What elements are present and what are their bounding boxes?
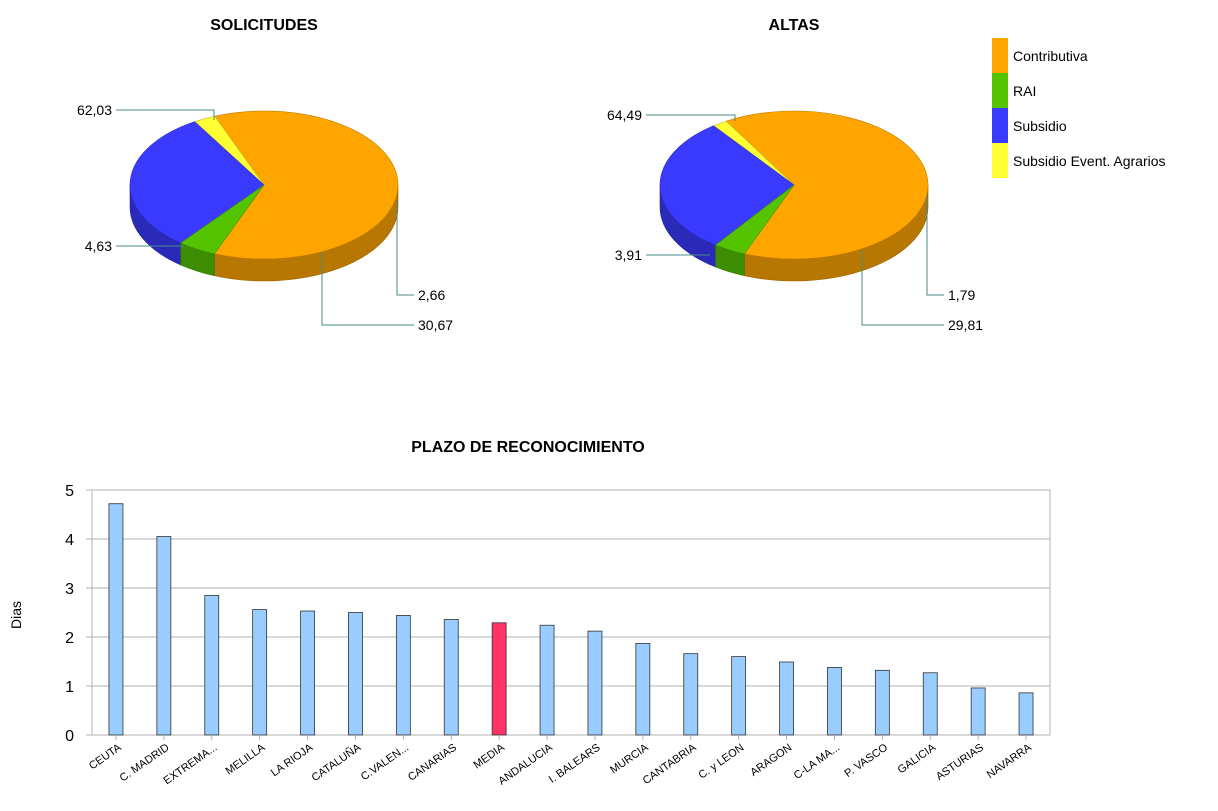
bar-catalu-a — [348, 612, 363, 736]
legend-swatch-subsidio — [992, 108, 1008, 143]
x-tick-label: C. y LEON — [696, 742, 746, 782]
pie-slice-contributiva — [213, 110, 399, 260]
x-tick-label: CATALUÑA — [309, 740, 364, 784]
bar-c-la-ma- — [827, 666, 842, 736]
leader-line — [861, 250, 944, 326]
pie-slice-rai — [180, 184, 265, 255]
pie-value-label: 62,03 — [77, 102, 112, 118]
bar-c-madrid — [156, 536, 172, 736]
x-tick-label: LA RIOJA — [269, 741, 316, 779]
x-tick-label: C-LA MA... — [792, 742, 842, 782]
bar-title: PLAZO DE RECONOCIMIENTO — [411, 439, 645, 456]
pie-slice-subsidio — [129, 121, 265, 244]
pie-value-label: 30,67 — [418, 317, 453, 333]
legend: Contributiva RAI Subsidio Subsidio Event. A… — [992, 38, 1166, 178]
x-tick-label: EXTREMA... — [162, 742, 220, 788]
y-axis-label: Dias — [8, 601, 24, 629]
bar-media — [491, 622, 507, 736]
pie-value-label: 1,79 — [948, 287, 975, 303]
x-tick-label: MELILLA — [223, 741, 267, 777]
bar-murcia — [635, 642, 651, 736]
y-tick-label: 4 — [65, 532, 74, 549]
pie-value-label: 4,63 — [85, 238, 112, 254]
bar-c-y-leon — [731, 656, 747, 736]
bar-asturias — [970, 687, 986, 736]
bar-canarias — [443, 618, 459, 736]
y-tick-label: 3 — [65, 581, 74, 598]
x-tick-label: P. VASCO — [842, 741, 890, 780]
pie-chart-solicitudes: SOLICITUDES 62,03 4,63 2,66 30,67 — [77, 17, 453, 333]
pie-slice-contributiva — [725, 110, 929, 260]
pie-slice-rai — [715, 184, 795, 255]
y-tick-label: 1 — [65, 679, 74, 696]
bar-cantabria — [683, 653, 699, 736]
pie-value-label: 3,91 — [615, 247, 642, 263]
bar-c-valen- — [395, 615, 411, 736]
pie-value-label: 2,66 — [418, 287, 445, 303]
legend-label: Subsidio Event. Agrarios — [1013, 153, 1166, 169]
bar-la-rioja — [300, 610, 315, 736]
plot-area — [91, 489, 1051, 736]
bar-chart-plazo: PLAZO DE RECONOCIMIENTO Dias 0 1 2 3 4 5 CEUTA… — [8, 439, 1051, 788]
leader-line — [646, 114, 736, 121]
x-tick-label: C.VALEN... — [359, 742, 411, 784]
y-tick-label: 5 — [65, 483, 74, 500]
x-tick-label: NAVARRA — [985, 741, 1035, 781]
bar-i-balears — [587, 630, 603, 736]
bar-navarra — [1018, 692, 1034, 736]
bar-aragon — [779, 661, 794, 736]
bar-extrema- — [204, 594, 220, 736]
x-tick-label: ANDALUCIA — [496, 741, 555, 787]
x-tick-label: GALICIA — [896, 741, 939, 776]
legend-label: Subsidio — [1013, 118, 1067, 134]
leader-line — [321, 252, 414, 326]
x-tick-label: ASTURIAS — [934, 742, 986, 783]
bar-andalucia — [539, 624, 555, 736]
leader-line — [116, 109, 215, 120]
bar-melilla — [252, 609, 268, 736]
y-tick-label: 0 — [65, 728, 74, 745]
x-tick-label: MEDIA — [471, 741, 507, 771]
y-tick-label: 2 — [65, 630, 74, 647]
pie-value-label: 64,49 — [607, 107, 642, 123]
x-tick-label: ARAGON — [748, 742, 794, 779]
x-tick-label: CEUTA — [87, 741, 124, 772]
x-tick-label: CANARIAS — [406, 742, 459, 784]
bar-ceuta — [108, 503, 124, 736]
legend-swatch-rai — [992, 73, 1008, 108]
leader-line — [396, 200, 414, 296]
x-tick-label: CANTABRIA — [641, 741, 699, 787]
x-tick-label: MURCIA — [608, 741, 651, 776]
pie-title-solicitudes: SOLICITUDES — [210, 17, 318, 34]
x-tick-label: I. BALEARS — [547, 742, 603, 786]
pie-chart-altas: ALTAS 64,49 3,91 1,79 29,81 — [607, 17, 983, 333]
legend-swatch-contributiva — [992, 38, 1008, 73]
legend-label: RAI — [1013, 83, 1036, 99]
bar-p-vasco — [874, 669, 890, 736]
pie-slice-subsidio — [659, 125, 795, 246]
leader-line — [926, 195, 944, 296]
legend-label: Contributiva — [1013, 48, 1088, 64]
pie-value-label: 29,81 — [948, 317, 983, 333]
bar-galicia — [922, 672, 938, 736]
pie-title-altas: ALTAS — [769, 17, 820, 34]
legend-swatch-subsidio-event-agrarios — [992, 143, 1008, 178]
